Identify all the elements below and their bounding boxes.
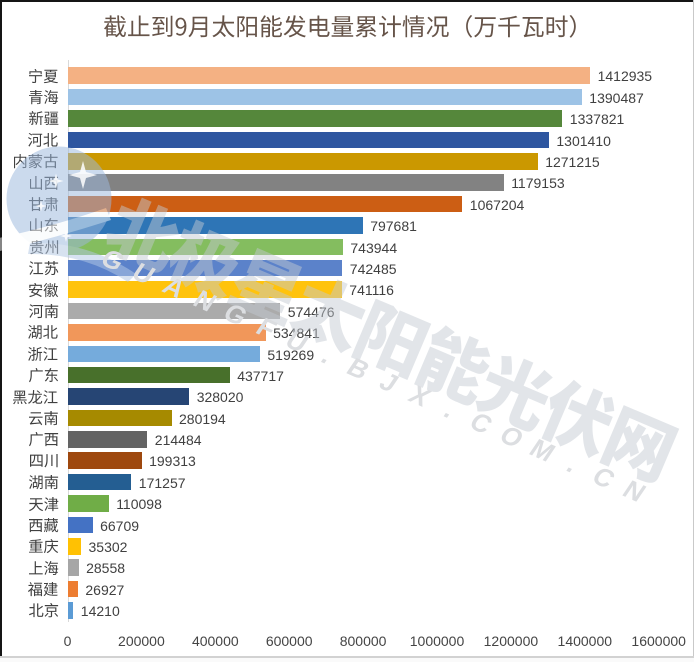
svg-text:M: M	[524, 433, 561, 467]
svg-text:G: G	[218, 298, 253, 331]
svg-text:N: N	[188, 284, 222, 317]
svg-text:N: N	[617, 475, 651, 508]
svg-text:.: .	[316, 341, 340, 369]
svg-text:C: C	[587, 461, 621, 494]
svg-text:U: U	[127, 257, 161, 290]
svg-text:A: A	[157, 271, 191, 304]
svg-text:X: X	[403, 380, 436, 412]
svg-text:.: .	[561, 450, 585, 478]
svg-text:F: F	[251, 312, 282, 344]
svg-text:J: J	[374, 367, 404, 398]
svg-text:B: B	[341, 352, 375, 385]
svg-text:U: U	[280, 325, 314, 358]
svg-text:.: .	[439, 396, 463, 424]
svg-text:O: O	[494, 420, 529, 453]
svg-text:C: C	[464, 407, 498, 440]
